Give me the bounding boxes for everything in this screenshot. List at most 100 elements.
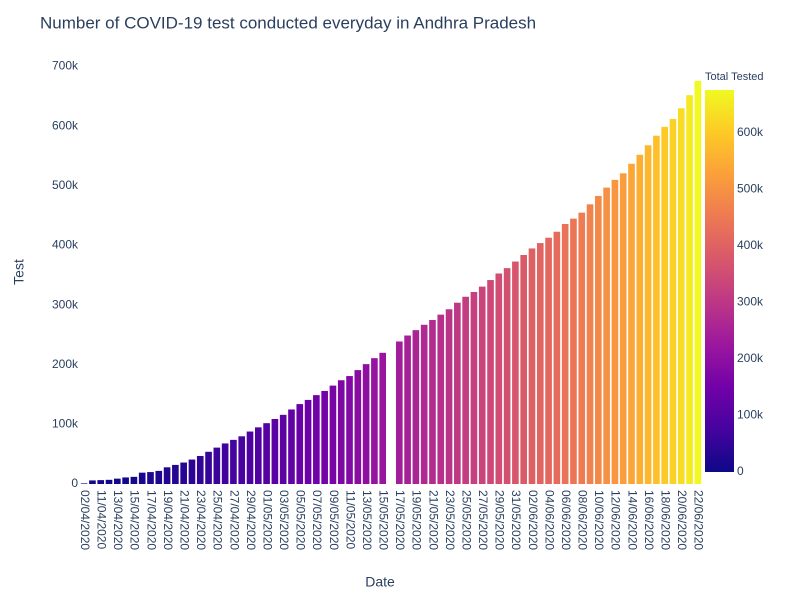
y-tick-label: 200k [52,357,79,371]
bar [279,414,287,484]
x-tick-label: 05/05/2020 [294,490,308,550]
x-tick-label: 03/05/2020 [277,490,291,550]
x-tick-label: 16/06/2020 [642,490,656,550]
x-tick-label: 07/05/2020 [310,490,324,550]
bar [395,341,403,484]
x-tick-label: 27/05/2020 [476,490,490,550]
colorbar-tick-label: 400k [737,238,764,252]
bar [686,95,693,484]
bar [213,447,221,484]
y-tick-label: 600k [52,118,79,132]
x-tick-label: 11/05/2020 [343,490,357,549]
y-tick-label: 700k [52,59,79,73]
bar [205,451,212,484]
bar [97,480,105,484]
bar [470,291,478,484]
x-tick-label: 14/06/2020 [625,490,639,550]
bar [661,126,668,484]
x-tick-label: 17/04/2020 [144,490,158,550]
bar [296,404,304,484]
bar [230,439,237,484]
bar [196,455,204,484]
bar [644,145,652,484]
x-tick-label: 19/04/2020 [161,490,175,550]
x-tick-label: 09/05/2020 [327,490,341,550]
x-tick-label: 29/04/2020 [244,490,258,550]
bar [188,459,196,484]
y-tick-label: 100k [52,417,79,431]
x-tick-label: 15/04/2020 [128,490,142,550]
x-tick-label: 01/05/2020 [260,490,274,550]
y-tick-label: 400k [52,238,79,252]
y-axis-title: Test [11,259,27,285]
bar [337,380,345,484]
x-tick-label: 06/06/2020 [559,490,573,550]
colorbar [705,90,734,472]
bar [114,478,121,484]
bar [553,231,561,484]
bar [80,483,88,484]
bar [130,476,138,484]
x-tick-label: 23/05/2020 [443,490,457,550]
x-tick-label: 04/06/2020 [542,490,556,550]
bar [172,464,179,484]
y-tick-label: 0 [71,476,78,490]
bar [379,352,387,484]
colorbar-tick-label: 500k [737,182,764,196]
x-tick-label: 15/05/2020 [377,490,391,550]
bar [288,409,295,484]
x-tick-label: 29/05/2020 [493,490,507,550]
bar [346,376,353,484]
x-tick-label: 02/06/2020 [526,490,540,550]
bar [304,399,312,484]
x-tick-label: 18/06/2020 [659,490,673,550]
bar [487,280,494,484]
x-tick-label: 08/06/2020 [576,490,590,550]
chart-title: Number of COVID-19 test conducted everyd… [40,13,536,32]
bar [163,467,171,484]
x-tick-label: 02/04/2020 [78,490,92,550]
bar [503,268,511,484]
bar [677,108,685,484]
bar [528,248,536,484]
bar [628,163,635,484]
x-axis-title: Date [365,574,395,590]
bar [437,314,445,484]
bar [362,364,370,484]
bar [412,330,420,484]
bar [138,472,146,484]
bar [636,154,644,484]
x-tick-label: 25/04/2020 [211,490,225,550]
bar [263,423,270,484]
y-tick-label: 300k [52,297,79,311]
bar [603,187,610,485]
bar [271,418,279,484]
bar [545,237,552,484]
bar [354,370,362,484]
x-tick-label: 10/06/2020 [592,490,606,550]
x-tick-label: 27/04/2020 [227,490,241,550]
x-tick-label: 20/06/2020 [675,490,689,550]
bar [495,273,503,484]
x-tick-label: 21/04/2020 [177,490,191,550]
bar [520,255,528,484]
bar [570,218,577,484]
colorbar-tick-label: 200k [737,351,764,365]
bar [89,480,96,484]
x-tick-label: 12/06/2020 [609,490,623,550]
bar [561,223,569,484]
x-tick-label: 23/04/2020 [194,490,208,550]
bar [595,195,602,484]
bar [238,436,246,484]
colorbar-tick-label: 300k [737,295,764,309]
x-tick-label: 17/05/2020 [393,490,407,550]
bar [429,320,436,484]
colorbar-title: Total Tested [705,71,764,83]
bar [611,179,619,484]
bar [536,243,544,484]
bar [147,472,154,484]
bar [246,431,254,484]
bar [404,335,411,484]
x-tick-label: 21/05/2020 [426,490,440,550]
